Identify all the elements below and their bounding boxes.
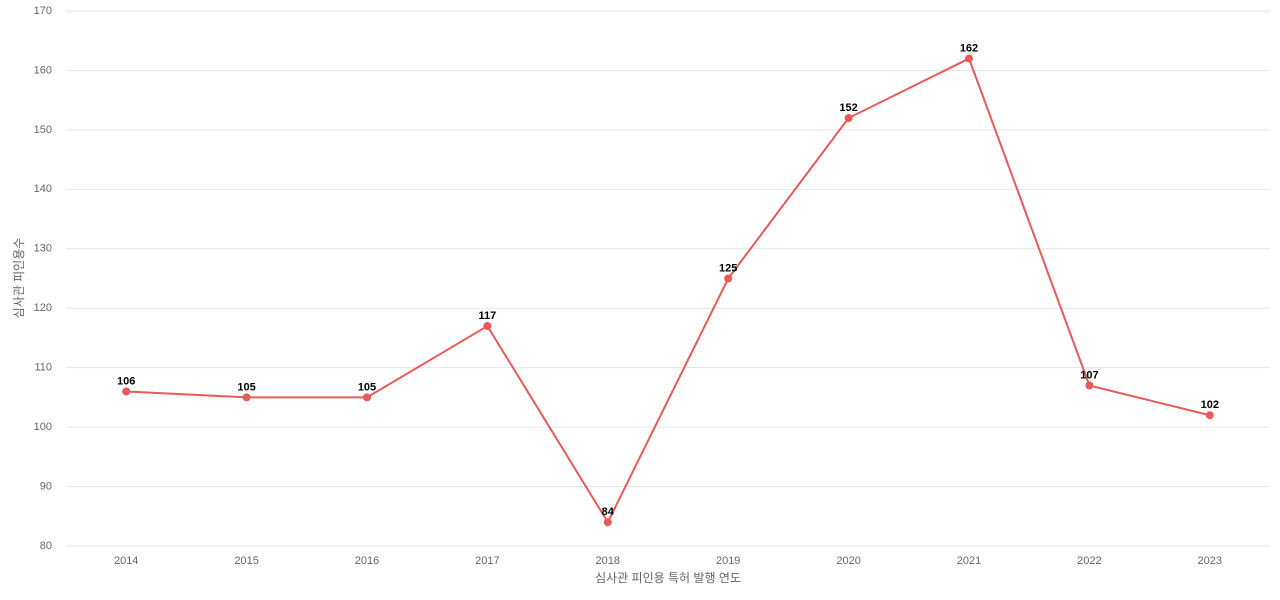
- value-label: 84: [602, 506, 615, 518]
- value-label: 117: [479, 310, 497, 322]
- value-label: 105: [358, 381, 376, 393]
- y-tick-label: 80: [40, 540, 52, 552]
- value-label: 105: [237, 381, 255, 393]
- point: [603, 518, 612, 527]
- y-axis-label: 심사관 피인용수: [12, 238, 26, 319]
- point: [363, 393, 371, 402]
- value-label: 107: [1080, 369, 1098, 381]
- y-tick-label: 150: [34, 124, 52, 136]
- x-tick-label: 2021: [957, 555, 981, 567]
- x-tick-label: 2017: [475, 555, 499, 567]
- x-tick-label: 2019: [716, 555, 740, 567]
- point: [1205, 411, 1214, 420]
- value-label: 152: [839, 102, 857, 114]
- y-tick-label: 90: [40, 480, 52, 492]
- point: [122, 387, 131, 396]
- value-label: 102: [1201, 399, 1219, 411]
- point: [844, 114, 853, 122]
- y-tick-label: 110: [34, 362, 52, 374]
- point: [965, 54, 973, 63]
- y-tick-label: 120: [34, 302, 52, 314]
- x-tick-label: 2015: [234, 555, 258, 567]
- y-tick-label: 170: [34, 5, 52, 17]
- x-axis-label: 심사관 피인용 특허 발행 연도: [595, 570, 741, 585]
- x-tick-label: 2022: [1077, 555, 1101, 567]
- y-tick-label: 100: [34, 421, 52, 433]
- x-tick-label: 2016: [355, 555, 379, 567]
- value-label: 162: [960, 42, 978, 54]
- x-tick-label: 2020: [836, 555, 860, 567]
- point: [242, 393, 251, 402]
- x-tick-label: 2023: [1198, 555, 1222, 567]
- y-tick-label: 160: [34, 64, 52, 76]
- x-tick-label: 2014: [114, 555, 138, 567]
- y-tick-label: 140: [34, 183, 52, 195]
- value-label: 106: [117, 375, 135, 387]
- x-tick-label: 2018: [596, 555, 620, 567]
- value-label: 125: [719, 262, 737, 274]
- line: [126, 57, 1211, 525]
- point: [1085, 381, 1094, 390]
- point: [724, 274, 733, 283]
- point: [483, 322, 492, 331]
- y-tick-label: 130: [34, 243, 52, 255]
